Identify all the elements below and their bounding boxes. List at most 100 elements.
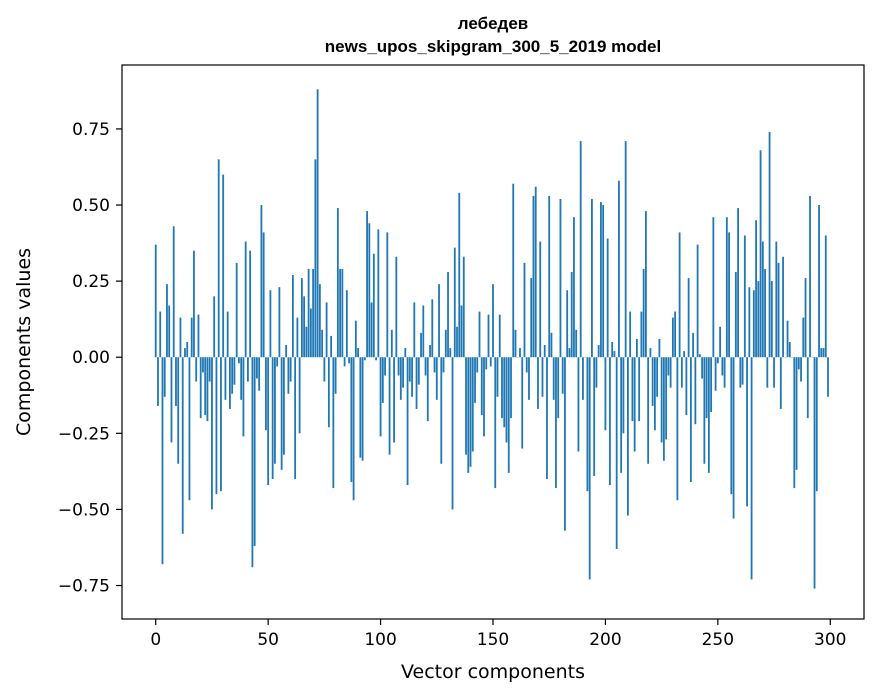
bar: [451, 357, 454, 510]
bar: [591, 198, 593, 358]
bar: [350, 357, 353, 483]
bar: [177, 357, 180, 464]
bar: [193, 250, 195, 358]
bar: [444, 329, 447, 358]
bar: [577, 357, 580, 452]
bar: [161, 357, 164, 565]
bar: [712, 217, 715, 358]
bar: [766, 357, 769, 388]
bar: [651, 357, 654, 406]
bar: [300, 278, 303, 358]
bar: [606, 238, 609, 358]
bar: [707, 357, 710, 473]
bar: [296, 317, 299, 358]
bar: [449, 348, 452, 358]
bar: [653, 357, 656, 431]
bar: [233, 357, 236, 385]
bar: [404, 348, 407, 358]
bar: [465, 357, 467, 455]
bar: [696, 244, 699, 358]
bar: [636, 338, 638, 358]
bar: [483, 357, 485, 437]
bar: [370, 302, 373, 358]
bar: [251, 357, 254, 568]
bar: [424, 357, 427, 376]
bar: [265, 357, 267, 431]
bar: [710, 357, 712, 413]
bar: [568, 348, 571, 358]
bar: [532, 195, 535, 358]
y-axis-label: Components values: [13, 248, 35, 436]
bar: [764, 268, 766, 358]
bar: [662, 357, 665, 461]
bar: [411, 357, 413, 397]
bar: [714, 357, 717, 391]
bar: [649, 348, 652, 358]
y-tick-label: 0.75: [72, 120, 110, 140]
bar: [399, 357, 402, 400]
bar: [278, 287, 281, 358]
bar: [593, 357, 596, 476]
bar: [330, 335, 333, 358]
bar: [188, 357, 191, 501]
bar: [730, 357, 733, 495]
bars-group: [154, 89, 829, 589]
bar: [530, 278, 533, 358]
bar: [600, 201, 602, 358]
bar: [788, 342, 791, 358]
bar: [755, 220, 757, 358]
bar: [476, 357, 479, 373]
bar: [318, 284, 321, 358]
bar: [408, 357, 411, 382]
bar: [620, 357, 623, 473]
bar: [305, 326, 308, 358]
bar: [238, 357, 240, 364]
bar: [231, 357, 234, 394]
bar: [701, 357, 704, 379]
x-axis-ticks: 0 50 100 150 200 250 300: [150, 619, 846, 650]
bar: [172, 226, 175, 358]
bar: [327, 357, 330, 428]
y-tick-label: −0.25: [58, 424, 110, 444]
bar: [469, 357, 472, 467]
bar: [775, 241, 778, 358]
bar: [202, 357, 204, 373]
bar: [456, 326, 458, 358]
bar: [487, 314, 490, 358]
bar: [181, 357, 184, 534]
bar: [631, 357, 634, 422]
bar: [186, 342, 189, 358]
bar: [559, 198, 562, 358]
bar: [528, 357, 530, 400]
bar: [786, 320, 789, 358]
bar: [309, 308, 312, 358]
bar: [773, 357, 775, 388]
bar: [611, 342, 614, 358]
bar: [267, 357, 270, 486]
bar: [433, 357, 436, 373]
bar: [354, 320, 357, 358]
bar: [316, 89, 319, 358]
bar: [384, 357, 386, 376]
bar: [645, 211, 647, 358]
bar: [485, 357, 488, 370]
bar: [390, 329, 393, 358]
bar: [759, 150, 762, 358]
bar: [163, 357, 166, 397]
bar: [422, 305, 425, 358]
bar: [671, 317, 674, 358]
bar: [665, 357, 668, 440]
bar: [372, 253, 375, 358]
bar: [220, 357, 222, 492]
bar: [314, 159, 317, 358]
chart-title: лебедев: [458, 14, 528, 33]
bar: [748, 287, 751, 358]
bar: [166, 284, 168, 358]
bar: [703, 357, 706, 464]
bar: [793, 357, 796, 489]
bar: [447, 271, 449, 358]
bar: [303, 296, 306, 358]
bar: [213, 296, 216, 358]
bar: [179, 317, 182, 358]
bar: [743, 235, 746, 358]
